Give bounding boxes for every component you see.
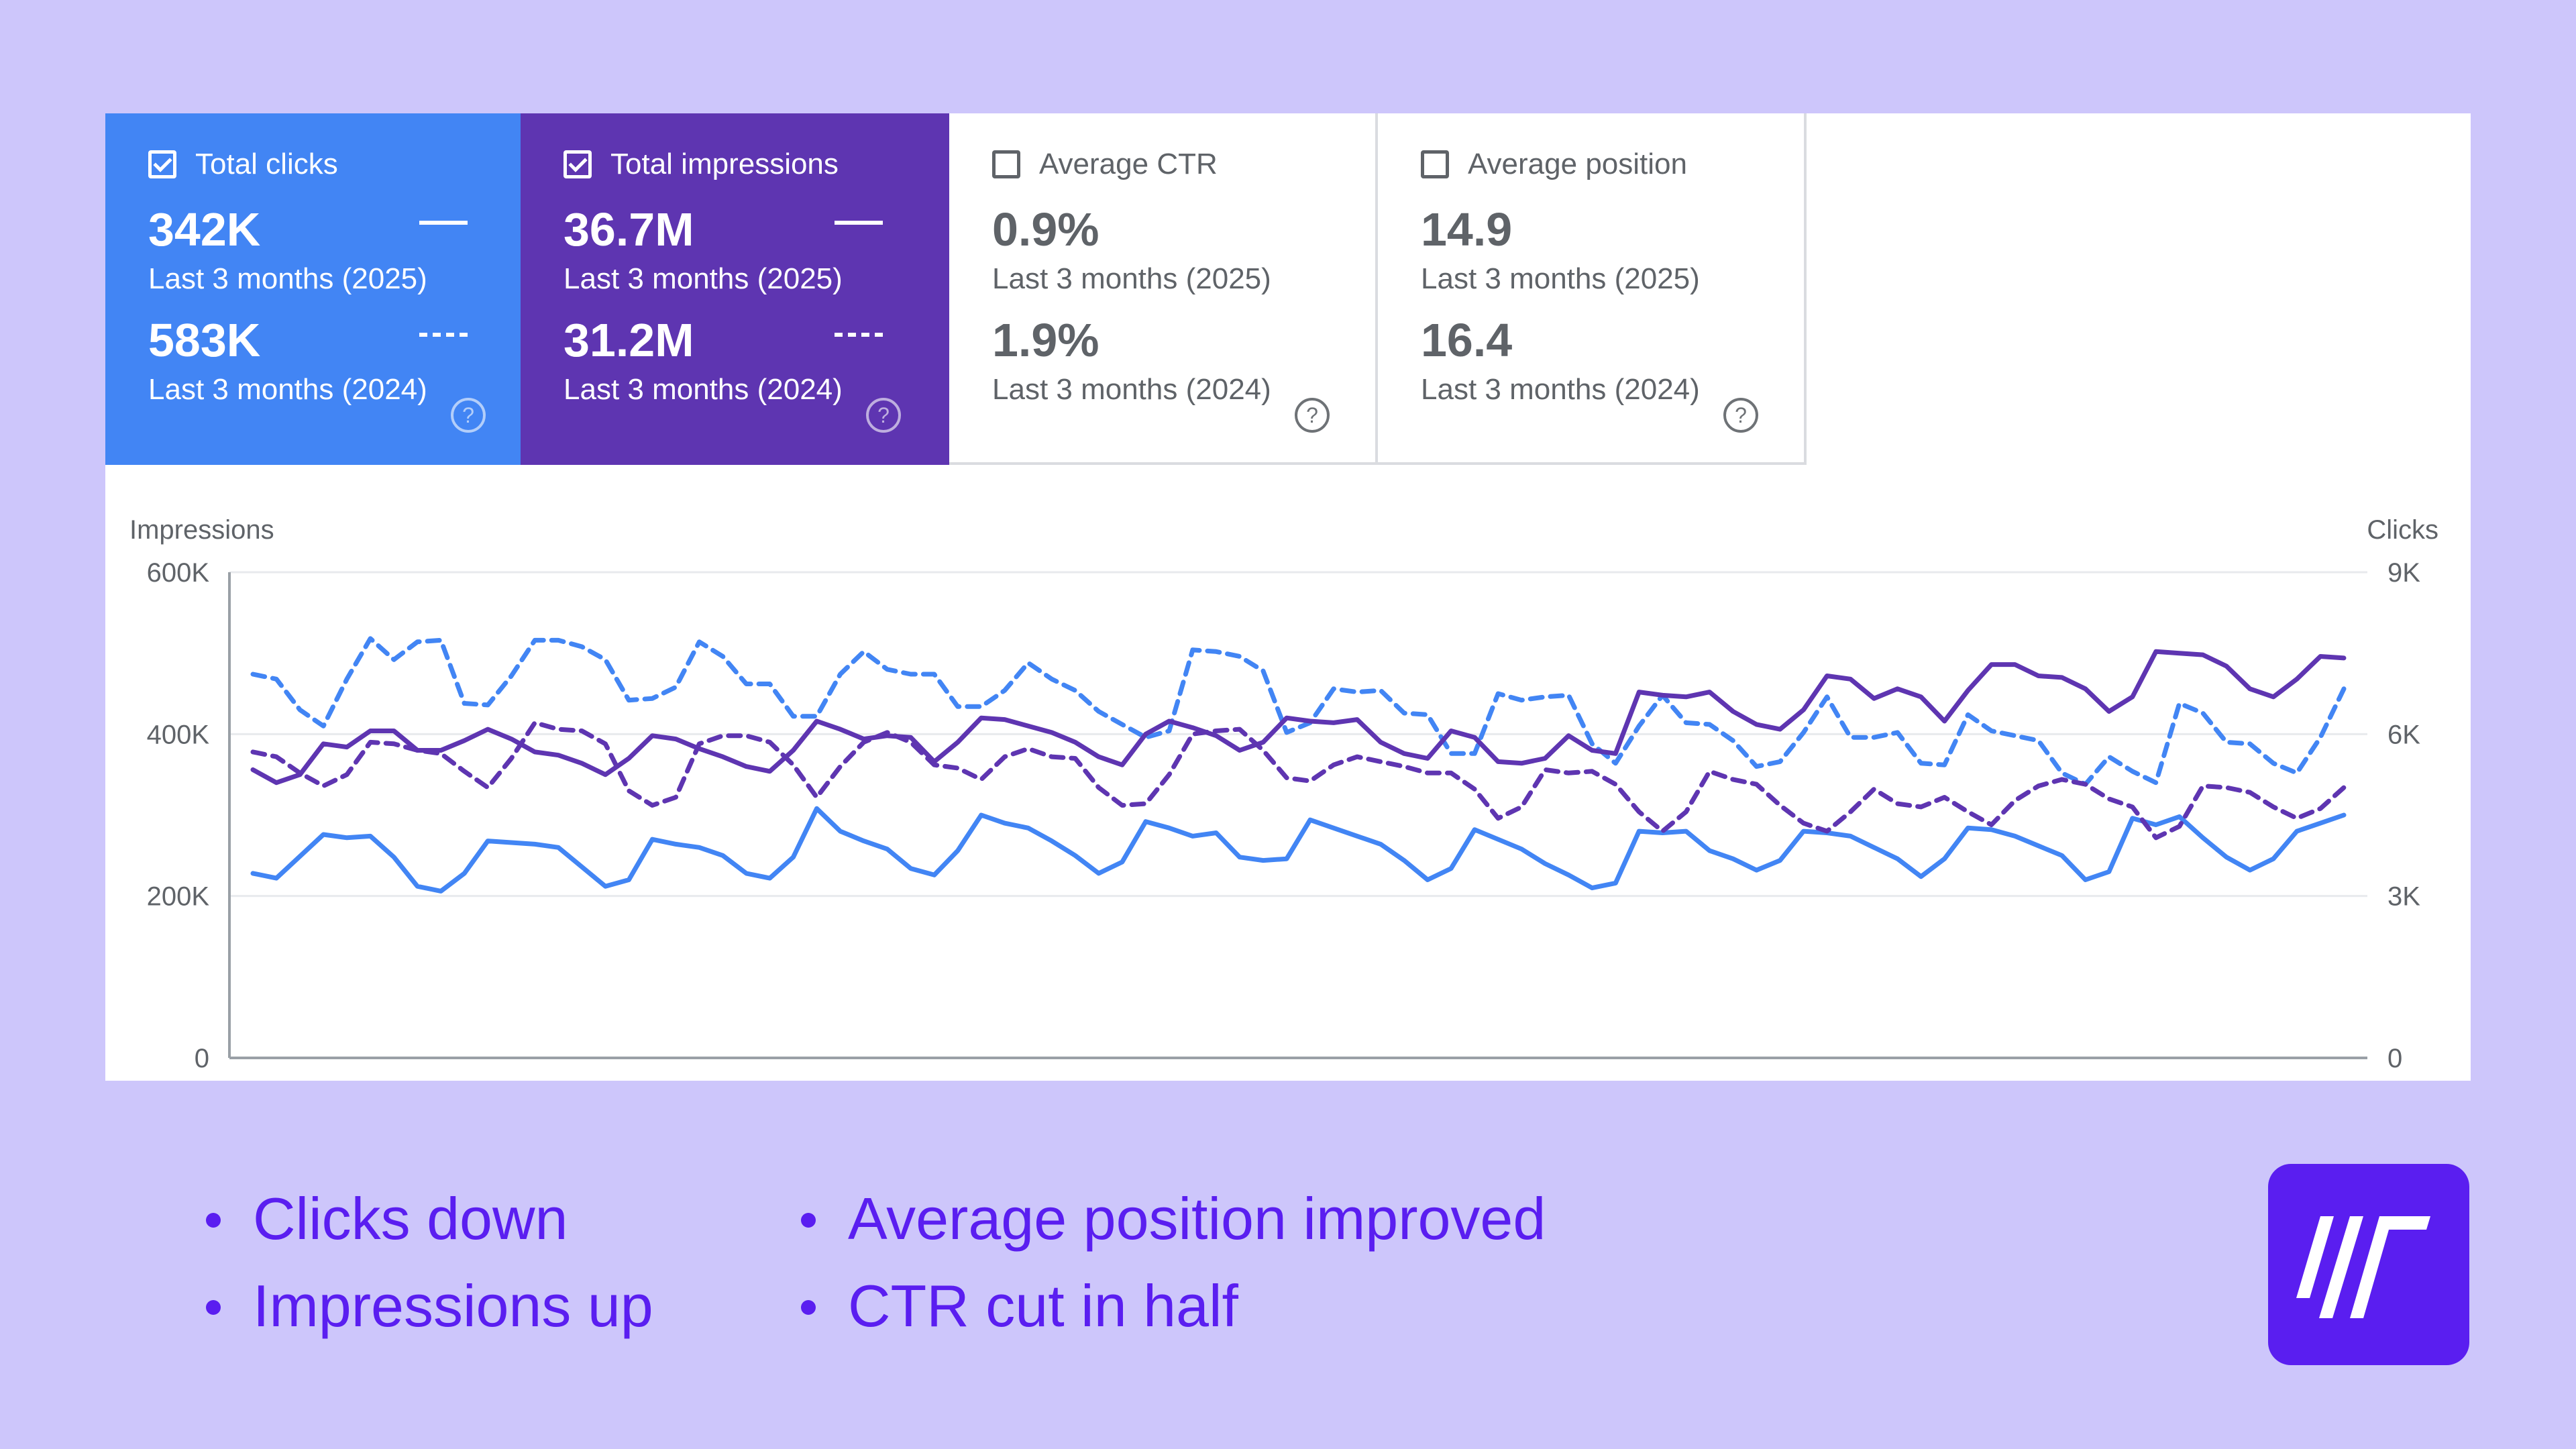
help-icon[interactable]: ?	[1723, 398, 1758, 433]
series-line-3	[250, 720, 2347, 841]
previous-value: 583K	[148, 314, 261, 366]
solid-line-legend-icon	[835, 221, 883, 225]
series-line-2	[250, 649, 2347, 786]
previous-period: Last 3 months (2024)	[1421, 373, 1700, 406]
card-label: Average position	[1468, 148, 1687, 180]
previous-value: 16.4	[1421, 314, 1513, 366]
current-value: 342K	[148, 203, 261, 256]
y-right-axis-title: Clicks	[2367, 515, 2438, 545]
checkbox-checked-icon[interactable]	[148, 150, 176, 178]
total-clicks-card[interactable]: Total clicks 342K Last 3 months (2025) 5…	[105, 113, 521, 465]
bullet-item: CTR cut in half	[801, 1263, 1546, 1350]
current-period: Last 3 months (2025)	[564, 262, 843, 295]
bullets-right: Average position improved CTR cut in hal…	[801, 1175, 1546, 1350]
y-right-tick-label: 0	[2387, 1044, 2402, 1073]
solid-line-legend-icon	[419, 221, 468, 225]
y-right-tick-label: 6K	[2387, 720, 2420, 749]
previous-value: 31.2M	[564, 314, 694, 366]
y-left-tick-label: 200K	[147, 882, 210, 912]
performance-panel: Total clicks 342K Last 3 months (2025) 5…	[105, 113, 2471, 1081]
current-value: 14.9	[1421, 203, 1513, 256]
total-impressions-card[interactable]: Total impressions 36.7M Last 3 months (2…	[521, 113, 949, 465]
card-header[interactable]: Average CTR	[992, 148, 1218, 181]
series-line-1	[250, 636, 2347, 787]
performance-chart[interactable]: Impressions Clicks 00200K3K400K6K600K9K1…	[105, 465, 2471, 1081]
previous-period: Last 3 months (2024)	[992, 373, 1271, 406]
dashed-line-legend-icon	[835, 333, 883, 337]
y-right-tick-label: 3K	[2387, 882, 2420, 912]
current-period: Last 3 months (2025)	[1421, 262, 1700, 295]
chart-lines	[250, 636, 2347, 894]
brand-logo-icon	[2268, 1164, 2469, 1365]
checkbox-unchecked-icon[interactable]	[992, 150, 1020, 178]
bullets-left: Clicks down Impressions up	[206, 1175, 653, 1350]
y-left-axis-title: Impressions	[129, 515, 274, 545]
current-value: 36.7M	[564, 203, 694, 256]
card-label: Average CTR	[1039, 148, 1218, 180]
average-ctr-card[interactable]: Average CTR 0.9% Last 3 months (2025) 1.…	[949, 113, 1378, 465]
y-right-tick-label: 9K	[2387, 558, 2420, 588]
chart-ticks: 00200K3K400K6K600K9K102030405060708090	[147, 558, 2421, 1073]
bullet-item: Average position improved	[801, 1175, 1546, 1263]
y-left-tick-label: 400K	[147, 720, 210, 749]
previous-period: Last 3 months (2024)	[564, 373, 843, 406]
current-period: Last 3 months (2025)	[148, 262, 427, 295]
help-icon[interactable]: ?	[866, 398, 901, 433]
card-header[interactable]: Average position	[1421, 148, 1687, 181]
card-label: Total impressions	[610, 148, 839, 180]
current-value: 0.9%	[992, 203, 1099, 256]
card-label: Total clicks	[195, 148, 338, 180]
dashed-line-legend-icon	[419, 333, 468, 337]
card-header[interactable]: Total clicks	[148, 148, 338, 181]
previous-value: 1.9%	[992, 314, 1099, 366]
bullet-item: Clicks down	[206, 1175, 653, 1263]
y-left-tick-label: 0	[195, 1044, 209, 1073]
checkbox-checked-icon[interactable]	[564, 150, 592, 178]
help-icon[interactable]: ?	[1295, 398, 1330, 433]
card-header[interactable]: Total impressions	[564, 148, 839, 181]
previous-period: Last 3 months (2024)	[148, 373, 427, 406]
y-left-tick-label: 600K	[147, 558, 210, 588]
average-position-card[interactable]: Average position 14.9 Last 3 months (202…	[1378, 113, 1807, 465]
chart-grid	[228, 571, 2367, 1059]
help-icon[interactable]: ?	[451, 398, 486, 433]
series-line-0	[250, 806, 2347, 894]
current-period: Last 3 months (2025)	[992, 262, 1271, 295]
bullet-item: Impressions up	[206, 1263, 653, 1350]
checkbox-unchecked-icon[interactable]	[1421, 150, 1449, 178]
metric-cards: Total clicks 342K Last 3 months (2025) 5…	[105, 113, 1807, 465]
